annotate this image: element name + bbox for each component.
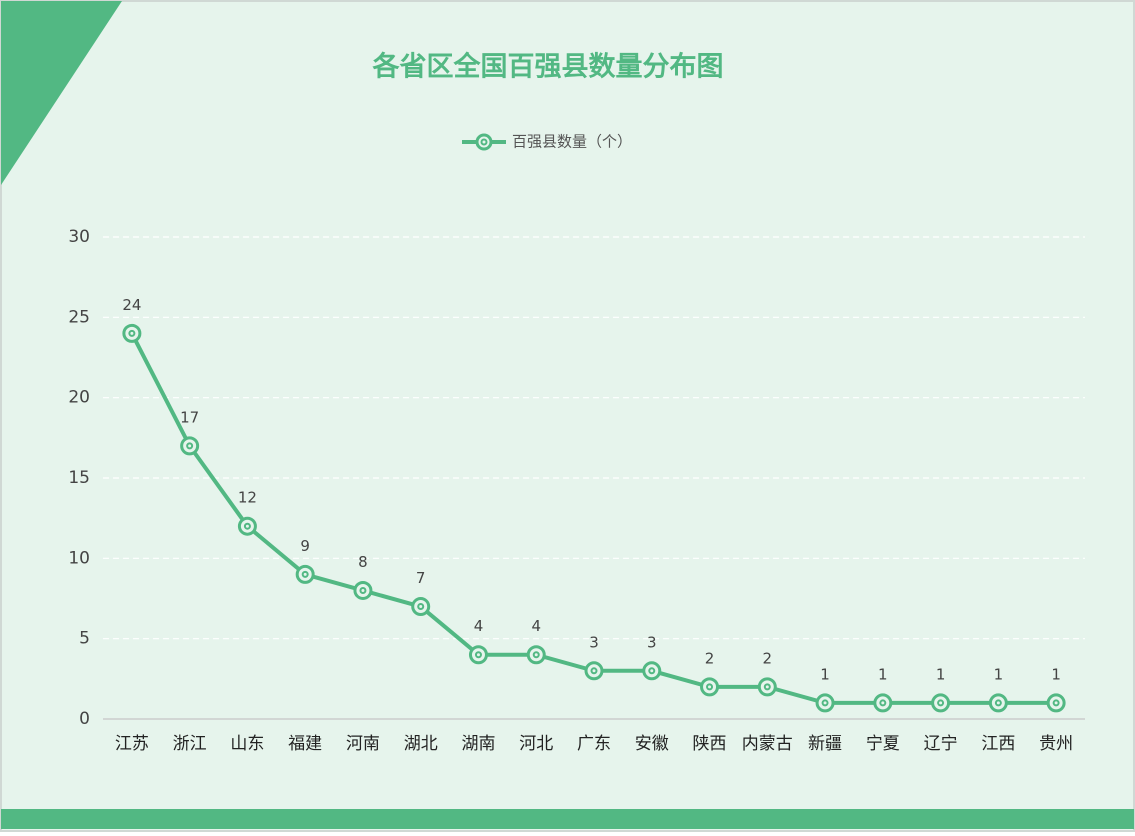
point-marker [642,661,662,681]
x-tick-label: 新疆 [808,734,842,754]
data-label: 3 [589,633,599,651]
y-tick-label: 20 [68,388,90,408]
point-marker [411,597,431,617]
legend-label: 百强县数量（个） [512,133,632,151]
point-marker [757,677,777,697]
point-marker [700,677,720,697]
data-label: 8 [358,553,368,571]
data-label: 1 [878,665,888,683]
point-marker [931,693,951,713]
x-tick-label: 辽宁 [924,734,958,754]
y-tick-label: 5 [79,629,90,649]
corner-decoration [1,1,122,185]
point-dot [128,329,136,337]
point-dot [706,683,714,691]
data-label: 24 [122,296,141,314]
x-tick-label: 安徽 [635,734,669,754]
point-dot [590,667,598,675]
point-dot [532,651,540,659]
x-tick-label: 湖南 [461,734,495,754]
x-tick-label: 湖北 [404,734,438,754]
point-dot [474,651,482,659]
data-label: 1 [936,665,946,683]
data-label: 4 [474,617,484,635]
x-tick-label: 广东 [577,734,611,754]
data-label: 3 [647,633,657,651]
point-marker [180,436,200,456]
legend-marker-dot [480,138,488,146]
point-marker [353,580,373,600]
x-tick-label: 江苏 [115,734,149,754]
y-tick-label: 0 [79,709,90,729]
point-marker [468,645,488,665]
point-dot [879,699,887,707]
data-label: 4 [531,617,541,635]
point-dot [301,570,309,578]
x-tick-label: 江西 [981,734,1015,754]
data-label: 1 [994,665,1004,683]
data-label: 9 [300,537,310,555]
x-tick-label: 河北 [519,734,553,754]
point-dot [186,442,194,450]
x-tick-label: 浙江 [173,734,207,754]
point-marker [873,693,893,713]
data-label: 7 [416,569,426,587]
x-tick-label: 宁夏 [866,734,900,754]
y-tick-label: 30 [68,227,90,247]
point-dot [763,683,771,691]
point-marker [295,564,315,584]
data-label: 2 [705,649,715,667]
point-marker [237,516,257,536]
point-dot [1052,699,1060,707]
data-label: 17 [180,408,199,426]
point-marker [815,693,835,713]
y-tick-label: 25 [68,307,90,327]
x-tick-label: 内蒙古 [742,734,793,754]
point-dot [821,699,829,707]
chart-title: 各省区全国百强县数量分布图 [372,51,724,83]
point-dot [937,699,945,707]
x-tick-label: 福建 [288,734,322,754]
data-label: 12 [238,489,257,507]
x-tick-label: 陕西 [693,734,727,754]
x-tick-label: 贵州 [1039,734,1073,754]
data-label: 1 [1051,665,1061,683]
point-dot [994,699,1002,707]
point-dot [243,522,251,530]
point-dot [417,603,425,611]
x-tick-label: 河南 [346,734,380,754]
point-marker [526,645,546,665]
x-tick-label: 山东 [230,734,264,754]
point-dot [648,667,656,675]
y-tick-label: 10 [68,548,90,568]
data-label: 2 [763,649,773,667]
point-marker [584,661,604,681]
y-tick-label: 15 [68,468,90,488]
point-marker [122,323,142,343]
data-label: 1 [820,665,830,683]
point-marker [1046,693,1066,713]
point-dot [359,586,367,594]
legend-marker [475,133,493,151]
point-marker [988,693,1008,713]
footer-bar [1,809,1134,829]
